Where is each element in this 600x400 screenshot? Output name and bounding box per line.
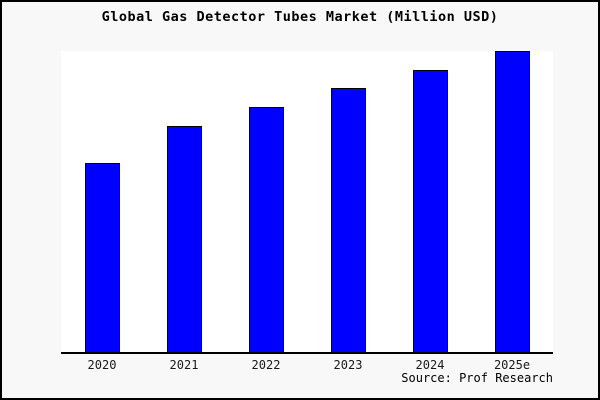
bar-2025e (494, 51, 530, 352)
x-tick-label-2022: 2022 (251, 358, 281, 372)
bar-2022 (248, 107, 284, 352)
bar-2021 (166, 126, 202, 352)
x-tick-label-2021: 2021 (169, 358, 199, 372)
x-tick-label-2020: 2020 (87, 358, 117, 372)
x-tick-label-2024: 2024 (415, 358, 445, 372)
chart-title: Global Gas Detector Tubes Market (Millio… (101, 9, 499, 25)
bar-2023 (330, 88, 366, 352)
bar-2020 (84, 163, 120, 352)
x-tick-label-2023: 2023 (333, 358, 363, 372)
plot-area (61, 51, 553, 354)
source-note: Source: Prof Research (401, 371, 553, 385)
bar-2024 (412, 70, 448, 352)
x-tick-label-2025e: 2025e (493, 358, 531, 372)
